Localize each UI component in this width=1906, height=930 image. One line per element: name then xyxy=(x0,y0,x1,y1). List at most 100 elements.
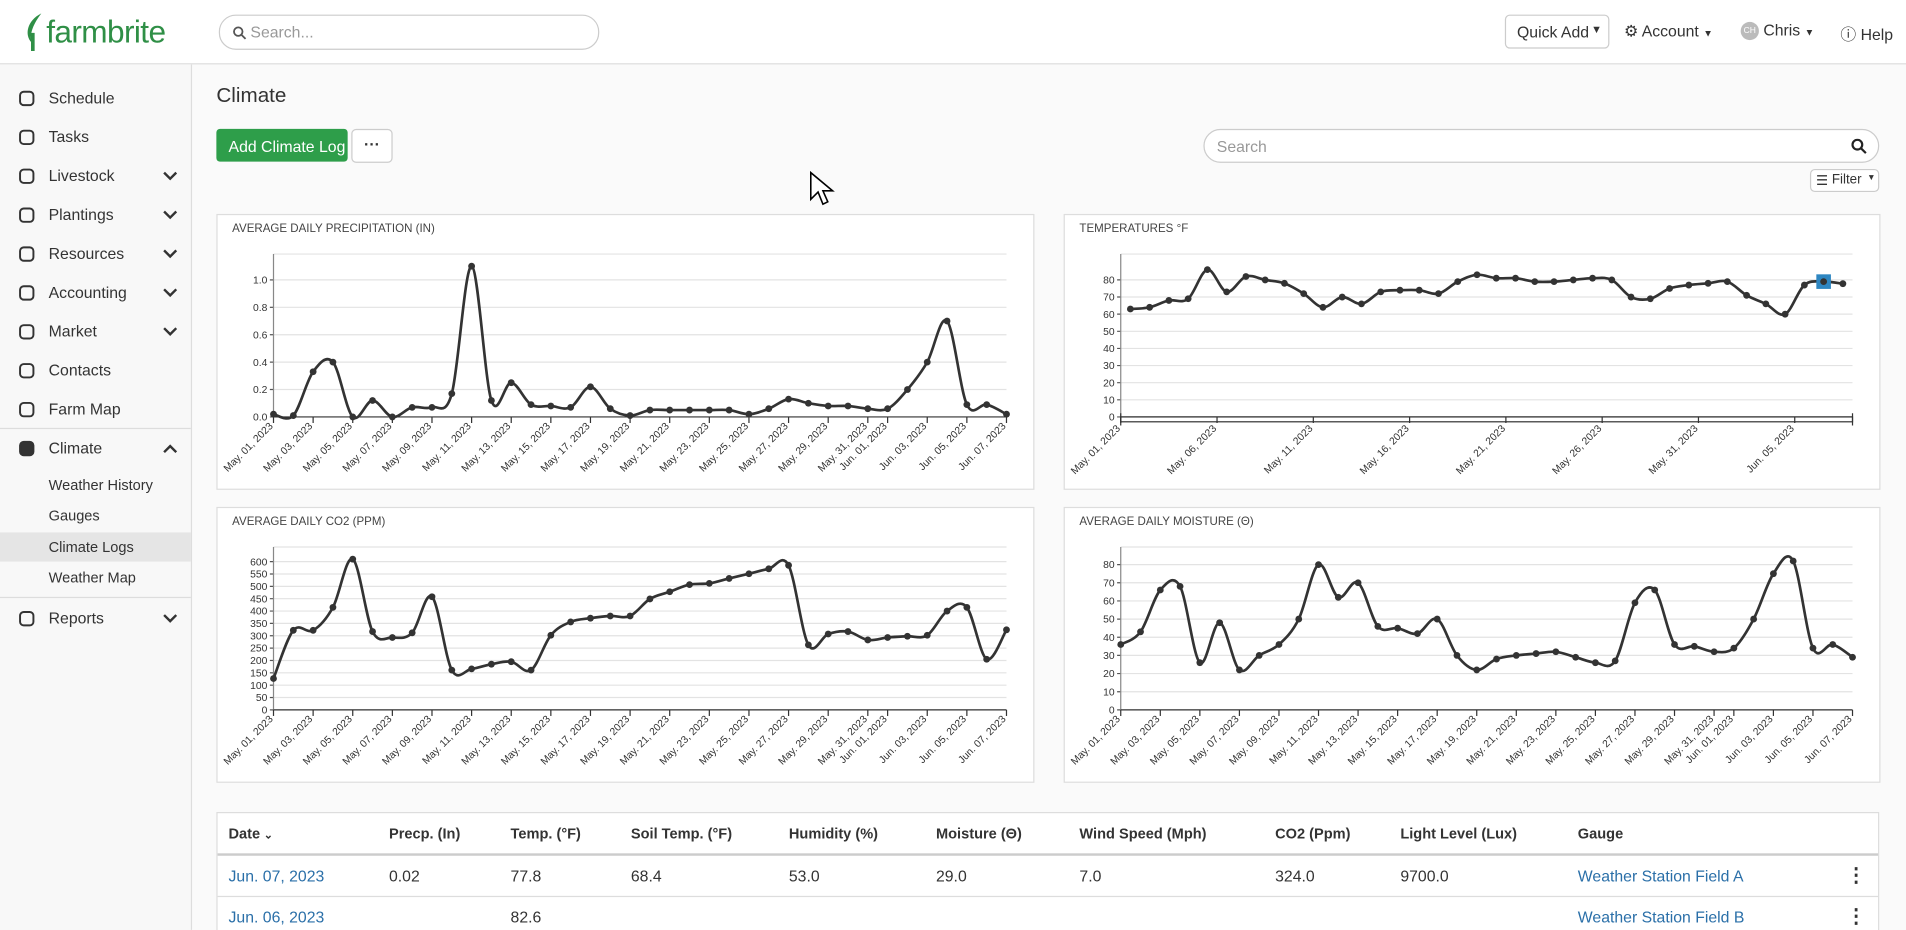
mouse-cursor xyxy=(809,170,835,206)
point xyxy=(567,618,575,626)
chevron-line xyxy=(163,327,178,336)
y-tick-label: 0.4 xyxy=(253,358,268,369)
point xyxy=(725,406,733,414)
column-header[interactable]: Date ⌄ xyxy=(228,825,273,843)
point xyxy=(1723,278,1731,286)
top-bar: farmbrite Search... Quick Add ▼ ⚙ Accoun… xyxy=(0,0,1906,65)
nav-item[interactable]: Livestock xyxy=(0,159,191,193)
nav-item[interactable]: Resources xyxy=(0,237,191,271)
point xyxy=(626,412,634,419)
subnav-item[interactable]: Weather History xyxy=(0,470,191,499)
y-tick-label: 0.2 xyxy=(253,385,268,396)
subnav-item[interactable]: Climate Logs xyxy=(0,531,191,562)
nav-label: Contacts xyxy=(48,361,111,380)
point xyxy=(824,630,832,638)
help-link[interactable]: ⓘ Help xyxy=(1840,22,1893,45)
point xyxy=(646,406,654,414)
quick-add-button[interactable]: Quick Add ▼ xyxy=(1504,14,1610,49)
subnav-label: Gauges xyxy=(48,507,100,525)
nav-item[interactable]: Reports xyxy=(0,602,191,636)
point xyxy=(943,317,951,325)
search-placeholder: Search... xyxy=(250,23,314,42)
y-tick-label: 30 xyxy=(1103,361,1115,372)
nav-item[interactable]: Farm Map xyxy=(0,393,191,427)
point xyxy=(765,565,773,573)
log-search-placeholder: Search xyxy=(1216,137,1267,156)
point xyxy=(1685,281,1693,289)
x-tick-label: May. 26, 2023 xyxy=(1551,423,1605,477)
more-button[interactable]: ··· xyxy=(351,128,393,163)
point xyxy=(844,628,852,635)
nav-item[interactable]: Tasks xyxy=(0,120,191,154)
point xyxy=(1236,666,1243,674)
search-box[interactable]: Search... xyxy=(218,14,600,50)
y-tick-label: 0 xyxy=(1109,413,1115,424)
user-name: Chris xyxy=(1763,20,1801,39)
point xyxy=(963,401,971,409)
point xyxy=(1334,593,1342,601)
filter-icon: ☰ xyxy=(1816,173,1829,189)
point xyxy=(1126,305,1134,313)
point xyxy=(646,595,654,603)
point xyxy=(349,413,357,421)
y-tick-label: 0.0 xyxy=(253,413,268,424)
header-divider xyxy=(217,853,1879,856)
help-label: Help xyxy=(1860,25,1894,44)
point xyxy=(507,658,515,666)
point xyxy=(1255,652,1263,659)
point xyxy=(1730,644,1738,652)
point xyxy=(270,675,277,682)
table-link[interactable]: Weather Station Field B xyxy=(1577,908,1745,927)
point xyxy=(904,386,911,393)
nav-icon-shape xyxy=(19,129,35,146)
nav-item[interactable]: Market xyxy=(0,315,191,349)
account-menu[interactable]: ⚙ Account ▼ xyxy=(1624,22,1713,41)
nav-label: Plantings xyxy=(48,205,114,224)
nav-item[interactable]: Contacts xyxy=(0,354,191,388)
line xyxy=(1120,555,1854,673)
point xyxy=(1275,641,1283,648)
y-tick-label: 0.6 xyxy=(253,330,268,341)
row-menu[interactable]: ⋮ xyxy=(1846,906,1866,928)
point xyxy=(745,570,753,578)
filter-button[interactable]: ☰ Filter ▼ xyxy=(1809,168,1880,193)
nav-divider xyxy=(0,597,191,599)
point xyxy=(1165,297,1173,304)
subnav-item[interactable]: Gauges xyxy=(0,501,191,530)
add-climate-log-button[interactable]: Add Climate Log xyxy=(216,128,348,162)
nav-item[interactable]: Schedule xyxy=(0,81,191,115)
table-link[interactable]: Weather Station Field A xyxy=(1577,866,1744,885)
row-menu[interactable]: ⋮ xyxy=(1846,865,1866,887)
point xyxy=(1433,615,1441,623)
nav-item[interactable]: Climate xyxy=(0,432,191,466)
table-link[interactable]: Jun. 07, 2023 xyxy=(228,866,325,885)
log-search[interactable]: Search xyxy=(1203,128,1880,163)
nav-item[interactable]: Accounting xyxy=(0,276,191,310)
point xyxy=(1809,644,1817,652)
table-link[interactable]: Jun. 06, 2023 xyxy=(228,908,325,927)
nav-item[interactable]: Plantings xyxy=(0,198,191,232)
point xyxy=(963,603,971,611)
point xyxy=(785,561,792,569)
caret: ▼ xyxy=(1804,26,1815,38)
point xyxy=(270,410,277,418)
point xyxy=(824,402,832,410)
point xyxy=(1156,586,1164,594)
nav-icon-shape xyxy=(19,246,35,262)
point xyxy=(1358,300,1365,308)
point xyxy=(904,632,911,640)
nav-label: Accounting xyxy=(48,283,127,302)
point xyxy=(1769,570,1777,578)
column-header: CO2 (Ppm) xyxy=(1275,825,1351,843)
nav-icon xyxy=(19,324,35,340)
chevron xyxy=(163,327,178,336)
table-cell: 53.0 xyxy=(788,866,820,885)
point xyxy=(745,410,753,418)
user-menu[interactable]: CH Chris ▼ xyxy=(1740,20,1815,41)
point xyxy=(1492,274,1500,282)
nav-label: Tasks xyxy=(48,127,90,146)
table-cell: 324.0 xyxy=(1275,866,1315,885)
logo[interactable]: farmbrite xyxy=(46,13,166,50)
point xyxy=(666,406,674,414)
subnav-item[interactable]: Weather Map xyxy=(0,563,191,592)
